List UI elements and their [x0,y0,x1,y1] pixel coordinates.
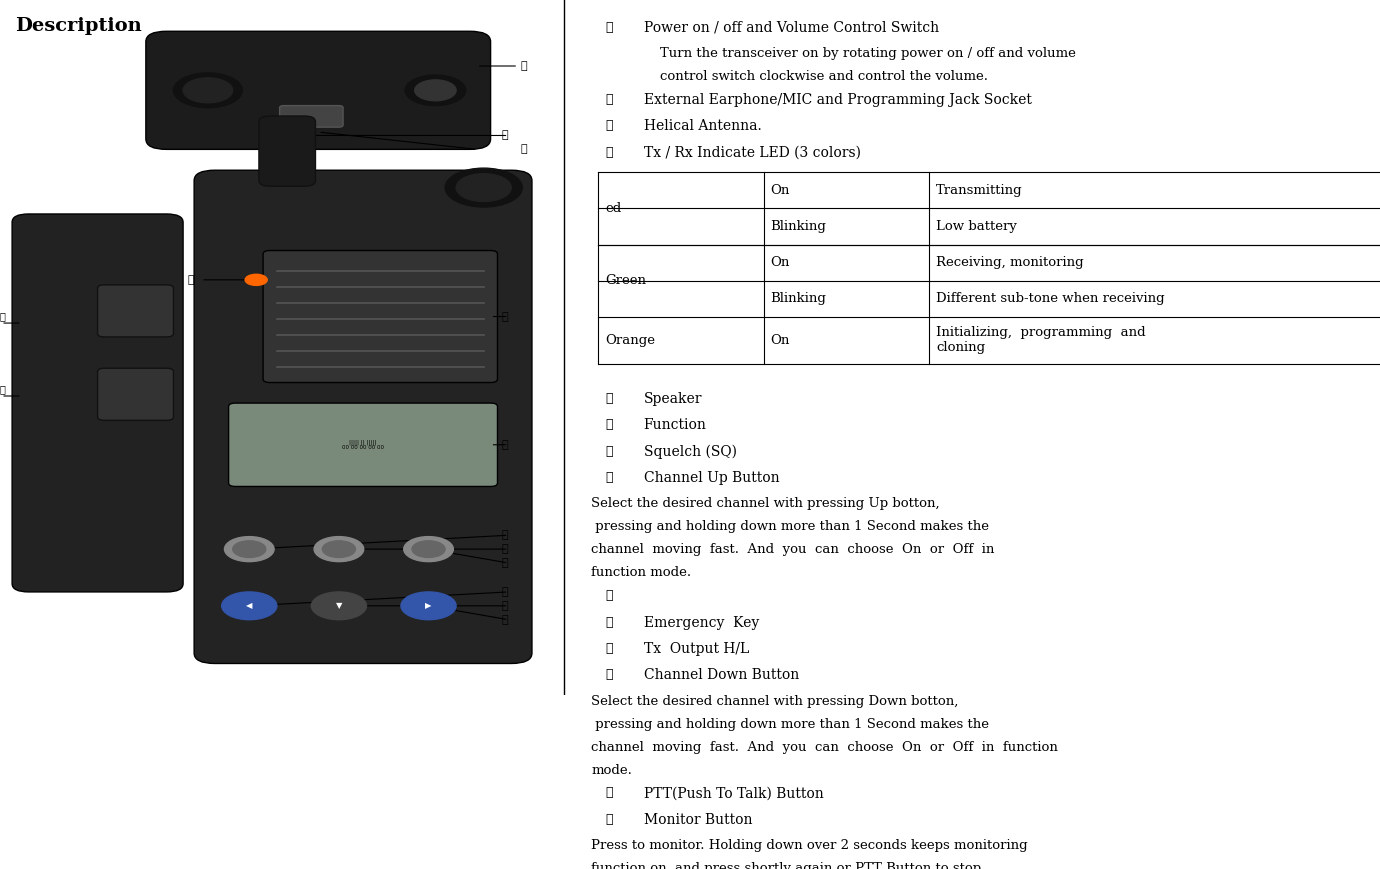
Text: function mode.: function mode. [591,567,691,580]
Text: Ⓚ: Ⓚ [604,642,613,655]
Text: Ⓑ: Ⓑ [604,93,613,106]
Text: Ⓐ: Ⓐ [520,61,527,71]
Text: Ⓜ: Ⓜ [502,614,508,625]
FancyBboxPatch shape [146,31,490,149]
Text: ▼: ▼ [335,601,342,610]
Text: mode.: mode. [591,764,632,777]
Text: function on, and press shortly again or PTT Button to stop: function on, and press shortly again or … [591,862,981,869]
Text: Ⓜ: Ⓜ [604,786,613,799]
Circle shape [402,592,457,620]
Circle shape [406,75,466,106]
Text: Ⓒ: Ⓒ [604,120,613,132]
Text: Squelch (SQ): Squelch (SQ) [643,445,737,459]
Text: Receiving, monitoring: Receiving, monitoring [936,256,1083,269]
FancyBboxPatch shape [12,214,184,592]
Text: Tx  Output H/L: Tx Output H/L [643,642,749,656]
Text: Ⓓ: Ⓓ [604,146,613,159]
Text: Ⓚ: Ⓚ [502,587,508,597]
Text: Ⓕ: Ⓕ [604,418,613,431]
Text: Ⓔ: Ⓔ [604,392,613,405]
Text: Green: Green [604,275,646,287]
Text: Press to monitor. Holding down over 2 seconds keeps monitoring: Press to monitor. Holding down over 2 se… [591,839,1028,852]
FancyBboxPatch shape [98,368,174,421]
Circle shape [312,592,367,620]
Text: pressing and holding down more than 1 Second makes the: pressing and holding down more than 1 Se… [591,718,989,731]
Text: ▶: ▶ [425,601,432,610]
Text: Ⓒ: Ⓒ [502,130,508,141]
FancyBboxPatch shape [280,106,344,127]
Text: PTT(Push To Talk) Button: PTT(Push To Talk) Button [643,786,824,800]
Circle shape [323,541,356,557]
Circle shape [315,537,364,561]
Text: control switch clockwise and control the volume.: control switch clockwise and control the… [660,70,988,83]
Text: Orange: Orange [604,334,656,347]
Text: On: On [770,184,789,197]
Text: Ⓗ: Ⓗ [604,471,613,484]
Text: Turn the transceiver on by rotating power on / off and volume: Turn the transceiver on by rotating powe… [660,47,1076,60]
Text: On: On [770,334,789,347]
Text: Blinking: Blinking [770,220,827,233]
Text: Blinking: Blinking [770,292,827,305]
Circle shape [246,275,268,285]
Text: Ⓑ: Ⓑ [520,144,527,155]
Text: Channel Down Button: Channel Down Button [643,668,799,682]
Text: External Earphone/MIC and Programming Jack Socket: External Earphone/MIC and Programming Ja… [643,93,1031,107]
Circle shape [457,174,511,202]
Text: Ⓓ: Ⓓ [502,189,508,200]
FancyBboxPatch shape [195,170,531,663]
Text: Ⓛ: Ⓛ [604,668,613,681]
Text: Transmitting: Transmitting [936,184,1023,197]
Text: Speaker: Speaker [643,392,702,406]
Text: Helical Antenna.: Helical Antenna. [643,120,762,134]
Text: Ⓕ: Ⓕ [502,440,508,450]
FancyBboxPatch shape [264,250,497,382]
Text: Select the desired channel with pressing Up botton,: Select the desired channel with pressing… [591,497,940,510]
Text: Ⓜ: Ⓜ [0,312,6,322]
Text: Function: Function [643,418,707,432]
Circle shape [233,541,266,557]
Circle shape [222,592,277,620]
Text: Monitor Button: Monitor Button [643,813,752,826]
Circle shape [415,80,457,101]
Text: Low battery: Low battery [936,220,1017,233]
FancyBboxPatch shape [229,403,497,487]
Text: Ⓝ: Ⓝ [604,813,613,826]
Text: ||||| || |||||
00 00 00 00 00: ||||| || ||||| 00 00 00 00 00 [342,439,384,450]
Text: On: On [770,256,789,269]
Circle shape [225,537,275,561]
Text: Emergency  Key: Emergency Key [643,615,759,629]
Text: Ⓗ: Ⓗ [502,544,508,554]
Text: Ⓘ: Ⓘ [604,589,613,602]
Text: Power on / off and Volume Control Switch: Power on / off and Volume Control Switch [643,21,938,35]
Text: Initializing,  programming  and
cloning: Initializing, programming and cloning [936,327,1145,355]
Text: Ⓔ: Ⓔ [502,311,508,322]
Text: Ⓖ: Ⓖ [502,530,508,541]
Text: Ⓙ: Ⓙ [502,558,508,568]
Text: Ⓝ: Ⓝ [0,385,6,395]
FancyBboxPatch shape [98,285,174,337]
Text: Channel Up Button: Channel Up Button [643,471,780,485]
Text: ed: ed [604,202,621,215]
Text: Ⓐ: Ⓐ [604,21,613,34]
Text: Description: Description [15,17,142,36]
Text: pressing and holding down more than 1 Second makes the: pressing and holding down more than 1 Se… [591,521,989,534]
Circle shape [413,541,446,557]
Text: ◀: ◀ [246,601,253,610]
Text: Ⓘ: Ⓘ [188,275,195,285]
Text: Tx / Rx Indicate LED (3 colors): Tx / Rx Indicate LED (3 colors) [643,146,861,160]
Circle shape [404,537,454,561]
FancyBboxPatch shape [259,116,316,186]
Text: Ⓖ: Ⓖ [604,445,613,458]
Text: channel  moving  fast.  And  you  can  choose  On  or  Off  in: channel moving fast. And you can choose … [591,543,995,556]
Circle shape [174,73,243,108]
Circle shape [184,78,233,103]
Text: Select the desired channel with pressing Down botton,: Select the desired channel with pressing… [591,694,959,707]
Text: Different sub-tone when receiving: Different sub-tone when receiving [936,292,1165,305]
Text: channel  moving  fast.  And  you  can  choose  On  or  Off  in  function: channel moving fast. And you can choose … [591,740,1058,753]
Circle shape [446,168,522,207]
Text: Ⓙ: Ⓙ [604,615,613,628]
Text: Ⓛ: Ⓛ [502,600,508,611]
